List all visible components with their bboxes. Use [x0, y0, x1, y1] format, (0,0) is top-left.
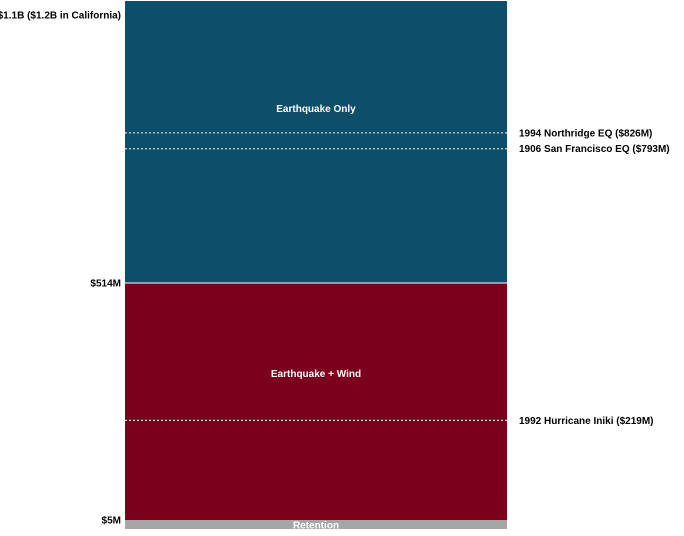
- reference-label-1994-northridge-eq-826m: 1994 Northridge EQ ($826M): [519, 128, 652, 139]
- layers-group: Retention Earthquake + Wind Earthquake Onl…: [125, 1, 507, 532]
- layer-label-retention: Retention: [293, 521, 339, 532]
- layer-earthquake-only: [125, 1, 507, 283]
- reference-lines-group: 1994 Northridge EQ ($826M) 1906 San Franc…: [125, 128, 670, 427]
- layer-retention: [125, 520, 507, 529]
- reference-label-1906-san-francisco-eq-793m: 1906 San Francisco EQ ($793M): [519, 144, 670, 155]
- y-tick-labels-group: $1.1B ($1.2B in California) $514M $5M: [0, 11, 121, 527]
- y-tick-label-5m: $5M: [102, 516, 121, 527]
- layer-earthquake-wind: [125, 283, 507, 520]
- reference-label-1992-hurricane-iniki-219m: 1992 Hurricane Iniki ($219M): [519, 416, 654, 427]
- layer-label-earthquake-wind: Earthquake + Wind: [271, 369, 361, 380]
- layer-label-earthquake-only: Earthquake Only: [276, 104, 356, 115]
- y-tick-label-1-1b-1-2b-in-california: $1.1B ($1.2B in California): [0, 11, 121, 22]
- y-tick-label-514m: $514M: [90, 279, 121, 290]
